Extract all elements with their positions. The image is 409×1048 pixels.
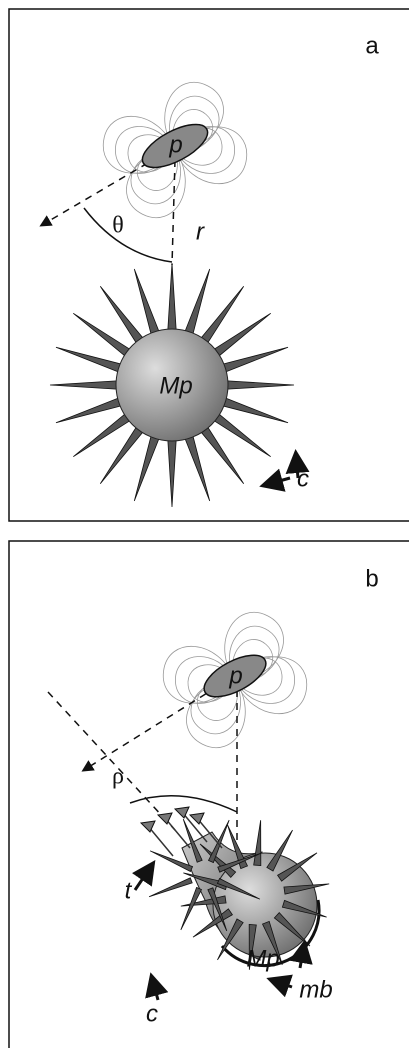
spike [56, 396, 126, 423]
arrow [135, 865, 152, 890]
angle-label: θ [112, 213, 124, 239]
spike [134, 269, 161, 339]
tube-label: t [125, 877, 133, 904]
arrow [152, 978, 158, 1000]
panel-label: b [365, 565, 378, 592]
arrow [300, 945, 304, 968]
tubule-tip [190, 813, 204, 824]
spike [183, 269, 210, 339]
tube-axis [48, 692, 175, 830]
spike-label: c [297, 465, 309, 492]
spike [56, 347, 126, 374]
angle-arc [84, 208, 172, 262]
dipole-label: p [168, 131, 182, 158]
particle-label: Mp [159, 372, 192, 399]
panel-frame [9, 9, 409, 521]
panel-label: a [365, 32, 379, 59]
spike [168, 263, 177, 335]
spike [134, 431, 161, 501]
particle-label: Mp [246, 945, 279, 972]
arrow [272, 980, 292, 987]
spike-label: c [146, 1000, 158, 1027]
spike [149, 878, 192, 897]
spike [218, 396, 288, 423]
spike [218, 347, 288, 374]
spike [254, 820, 261, 865]
arrow [265, 478, 290, 485]
spike [168, 435, 177, 507]
distance-label: r [196, 218, 205, 245]
dipole-label: p [228, 662, 242, 689]
tubule [165, 818, 190, 848]
angle-label: ρ [112, 764, 124, 790]
spike [50, 381, 122, 390]
spike [183, 431, 210, 501]
spike [222, 381, 294, 390]
figure: a p θ r Mp c b p ρ t Mp c mb [0, 0, 409, 1048]
spike [181, 887, 202, 929]
distance-line [172, 160, 175, 265]
tubule-tip [158, 813, 172, 824]
membrane-label: mb [299, 976, 332, 1003]
tubule-tip [175, 807, 189, 818]
panel-frame [9, 541, 409, 1048]
tubule-tip [141, 821, 155, 832]
